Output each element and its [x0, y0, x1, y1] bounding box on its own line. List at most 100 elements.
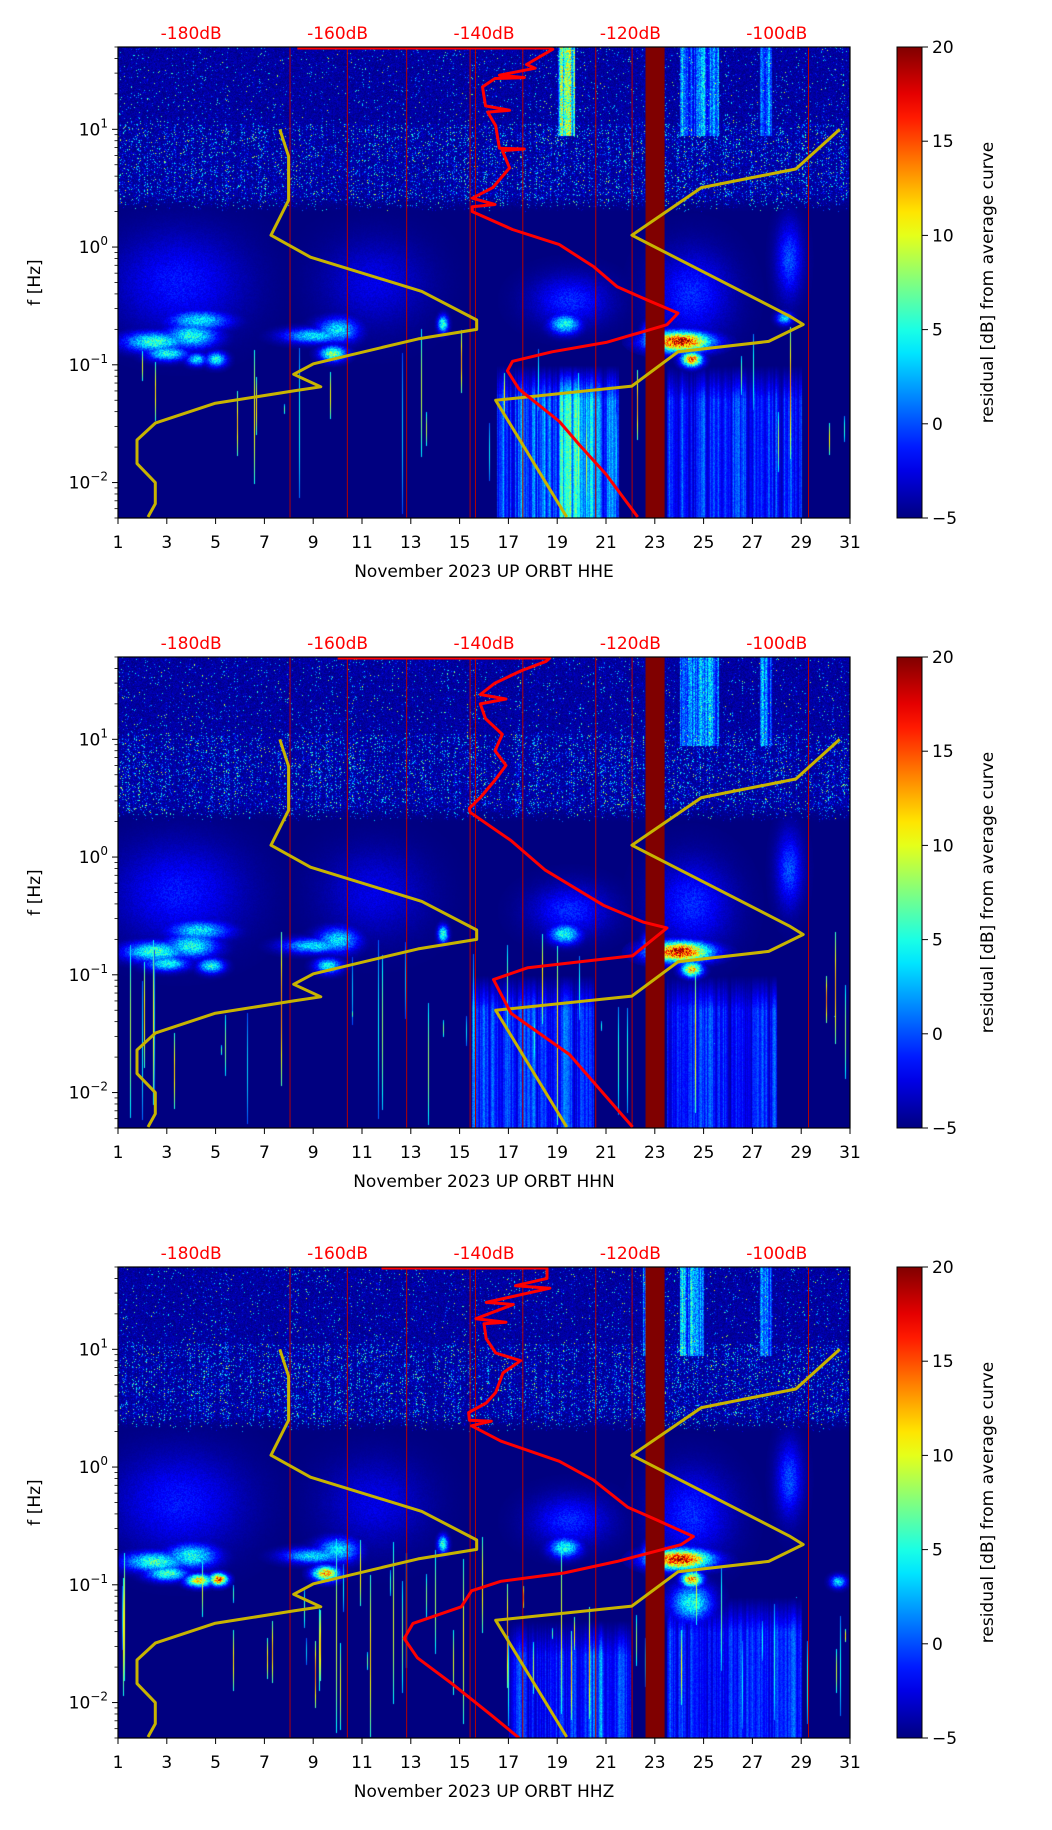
colorbar-tick-label: −5 — [932, 1729, 957, 1749]
top-db-label: -100dB — [746, 24, 807, 44]
colorbar-label: residual [dB] from average curve — [978, 142, 998, 423]
x-tick-label: 27 — [742, 1143, 764, 1163]
y-tick-label: 10−1 — [69, 1572, 108, 1596]
y-tick-label: 101 — [79, 116, 108, 140]
low-noise-model-line — [135, 128, 479, 518]
y-tick-exponent: 0 — [100, 844, 108, 858]
colorbar-tick-label: 20 — [932, 38, 954, 58]
x-tick-label: 1 — [113, 1753, 124, 1773]
x-tick-label: 7 — [259, 1753, 270, 1773]
low-noise-model-line — [135, 738, 479, 1128]
y-tick-label: 100 — [79, 234, 108, 258]
y-tick-base: 10 — [69, 966, 91, 986]
colorbar-tick-label: 10 — [932, 836, 954, 856]
y-tick-base: 10 — [69, 356, 91, 376]
y-tick-base: 10 — [79, 238, 101, 258]
y-tick-label: 10−2 — [69, 470, 108, 494]
colorbar-tick-label: −5 — [932, 509, 957, 529]
x-tick-label: 29 — [790, 533, 812, 553]
y-tick-exponent: −1 — [90, 352, 108, 366]
x-tick-label: 25 — [693, 1753, 715, 1773]
colorbar-tick-label: 5 — [932, 1541, 943, 1561]
x-tick-label: 7 — [259, 533, 270, 553]
top-db-label: -160dB — [307, 24, 368, 44]
y-axis-label: f [Hz] — [25, 259, 45, 305]
colorbar-tick-label: 15 — [932, 132, 954, 152]
y-tick-label: 100 — [79, 844, 108, 868]
colorbar-tick-label: 5 — [932, 321, 943, 341]
y-tick-exponent: 1 — [100, 1336, 108, 1350]
x-tick-label: 19 — [546, 533, 568, 553]
x-tick-label: 15 — [449, 533, 471, 553]
data-gap-band — [645, 47, 665, 518]
x-tick-label: 5 — [210, 1753, 221, 1773]
data-gap-band — [645, 657, 665, 1128]
colorbar-tick-label: 20 — [932, 1258, 954, 1278]
x-tick-label: 1 — [113, 1143, 124, 1163]
colorbar — [896, 46, 923, 519]
top-db-label: -160dB — [307, 1244, 368, 1264]
colorbar — [896, 1266, 923, 1739]
x-tick-label: 11 — [351, 1753, 373, 1773]
colorbar-tick-label: 15 — [932, 742, 954, 762]
x-tick-label: 17 — [498, 533, 520, 553]
y-tick-label: 10−1 — [69, 962, 108, 986]
y-axis-label: f [Hz] — [25, 1479, 45, 1525]
x-axis-label: November 2023 UP ORBT HHN — [353, 1172, 615, 1192]
y-tick-label: 10−2 — [69, 1080, 108, 1104]
y-tick-label: 100 — [79, 1454, 108, 1478]
top-db-label: -180dB — [161, 1244, 222, 1264]
y-tick-base: 10 — [69, 1694, 91, 1714]
top-db-label: -120dB — [600, 24, 661, 44]
x-tick-label: 21 — [595, 1753, 617, 1773]
y-tick-exponent: −2 — [90, 1080, 108, 1094]
top-db-label: -120dB — [600, 634, 661, 654]
x-tick-label: 9 — [308, 533, 319, 553]
y-tick-base: 10 — [79, 1340, 101, 1360]
x-tick-label: 29 — [790, 1753, 812, 1773]
x-tick-label: 23 — [644, 1753, 666, 1773]
y-tick-base: 10 — [69, 1576, 91, 1596]
spectrogram-panel-hhz: 1 3 5 7 9 11 13 15 17 19 21 23 25 27 29 31 November 2023… — [0, 1220, 1052, 1830]
x-tick-label: 23 — [644, 533, 666, 553]
y-tick-label: 10−1 — [69, 352, 108, 376]
colorbar-tick-label: 20 — [932, 648, 954, 668]
high-noise-model-line — [494, 1348, 841, 1738]
x-tick-label: 3 — [161, 1753, 172, 1773]
x-tick-label: 7 — [259, 1143, 270, 1163]
x-tick-label: 1 — [113, 533, 124, 553]
x-tick-label: 27 — [742, 533, 764, 553]
colorbar-tick-label: 5 — [932, 931, 943, 951]
low-noise-model-line — [135, 1348, 479, 1738]
top-db-label: -140dB — [453, 634, 514, 654]
x-tick-label: 5 — [210, 1143, 221, 1163]
y-tick-base: 10 — [69, 1084, 91, 1104]
high-noise-model-line — [494, 128, 841, 518]
axes-frame — [117, 656, 851, 1129]
x-tick-label: 13 — [400, 533, 422, 553]
top-db-label: -160dB — [307, 634, 368, 654]
spectrogram-heatmap — [118, 1267, 850, 1738]
x-tick-label: 31 — [839, 1753, 861, 1773]
x-tick-label: 31 — [839, 533, 861, 553]
colorbar-tick-label: 10 — [932, 226, 954, 246]
top-db-label: -100dB — [746, 1244, 807, 1264]
x-tick-label: 11 — [351, 533, 373, 553]
y-tick-base: 10 — [79, 1458, 101, 1478]
top-db-label: -180dB — [161, 634, 222, 654]
x-tick-label: 17 — [498, 1143, 520, 1163]
spectrogram-heatmap — [118, 657, 850, 1128]
x-tick-label: 15 — [449, 1753, 471, 1773]
y-tick-exponent: −1 — [90, 1572, 108, 1586]
y-tick-exponent: −1 — [90, 962, 108, 976]
y-tick-base: 10 — [79, 848, 101, 868]
x-tick-label: 9 — [308, 1753, 319, 1773]
y-tick-exponent: 1 — [100, 116, 108, 130]
y-tick-exponent: −2 — [90, 1690, 108, 1704]
y-tick-base: 10 — [79, 120, 101, 140]
colorbar-tick-label: −5 — [932, 1119, 957, 1139]
y-tick-base: 10 — [79, 730, 101, 750]
x-axis-label: November 2023 UP ORBT HHE — [354, 562, 614, 582]
average-psd-curve — [297, 46, 680, 518]
